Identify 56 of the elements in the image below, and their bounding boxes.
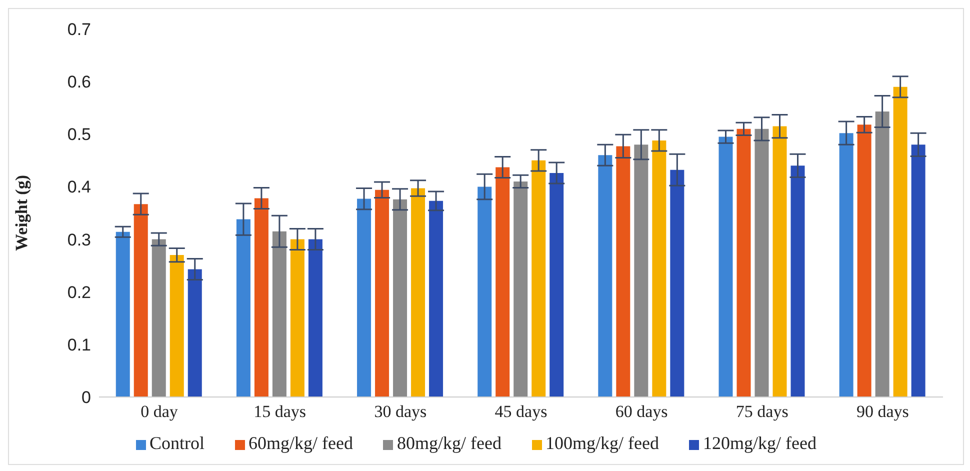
y-tick-label: 0.7 [67, 20, 91, 40]
legend-label: Control [150, 433, 205, 453]
legend-label: 120mg/kg/ feed [702, 433, 816, 453]
bar [790, 166, 805, 397]
bar [254, 198, 268, 397]
bar [134, 204, 148, 397]
bar [478, 186, 492, 397]
bar [857, 124, 872, 397]
x-tick-label: 15 days [254, 402, 306, 422]
x-tick-label: 75 days [736, 402, 788, 422]
bar [375, 190, 390, 397]
bar [718, 136, 733, 397]
x-tick-label: 0 day [140, 402, 178, 422]
bar [634, 144, 648, 397]
y-tick-label: 0.2 [67, 282, 91, 302]
bar [272, 231, 286, 397]
bar [893, 86, 908, 397]
bar [532, 160, 546, 397]
bar [550, 173, 564, 397]
bar [188, 269, 202, 397]
bar [393, 199, 408, 397]
bar [116, 232, 130, 397]
bar [357, 198, 372, 397]
bar [170, 255, 184, 397]
bar [411, 188, 426, 397]
bar [670, 170, 684, 397]
bar [514, 181, 528, 397]
x-tick-label: 60 days [615, 402, 668, 422]
y-tick-label: 0.3 [67, 230, 91, 250]
legend-label: 60mg/kg/ feed [248, 433, 354, 453]
y-tick-label: 0.4 [67, 178, 91, 197]
y-tick-label: 0.5 [67, 125, 91, 144]
bar [496, 167, 510, 397]
bar [429, 200, 444, 397]
bar [772, 126, 787, 397]
bar [839, 133, 854, 397]
y-tick-label: 0 [82, 388, 91, 408]
bar [736, 128, 751, 397]
bar [290, 239, 304, 397]
bar [652, 140, 666, 397]
x-tick-label: 45 days [494, 402, 548, 422]
bar [616, 146, 630, 397]
bar [875, 112, 890, 397]
x-tick-label: 30 days [374, 402, 427, 422]
bar [308, 239, 322, 397]
bar [598, 155, 612, 397]
y-tick-label: 0.6 [67, 72, 91, 92]
bar [152, 239, 166, 397]
x-tick-label: 90 days [856, 402, 909, 422]
y-axis-title: Weight (g) [12, 174, 32, 252]
legend-label: 80mg/kg/ feed [397, 433, 502, 453]
y-tick-label: 0.1 [67, 335, 91, 354]
bar [754, 128, 769, 397]
legend-label: 100mg/kg/ feed [546, 433, 659, 453]
bar [911, 144, 926, 397]
bar [236, 219, 250, 397]
